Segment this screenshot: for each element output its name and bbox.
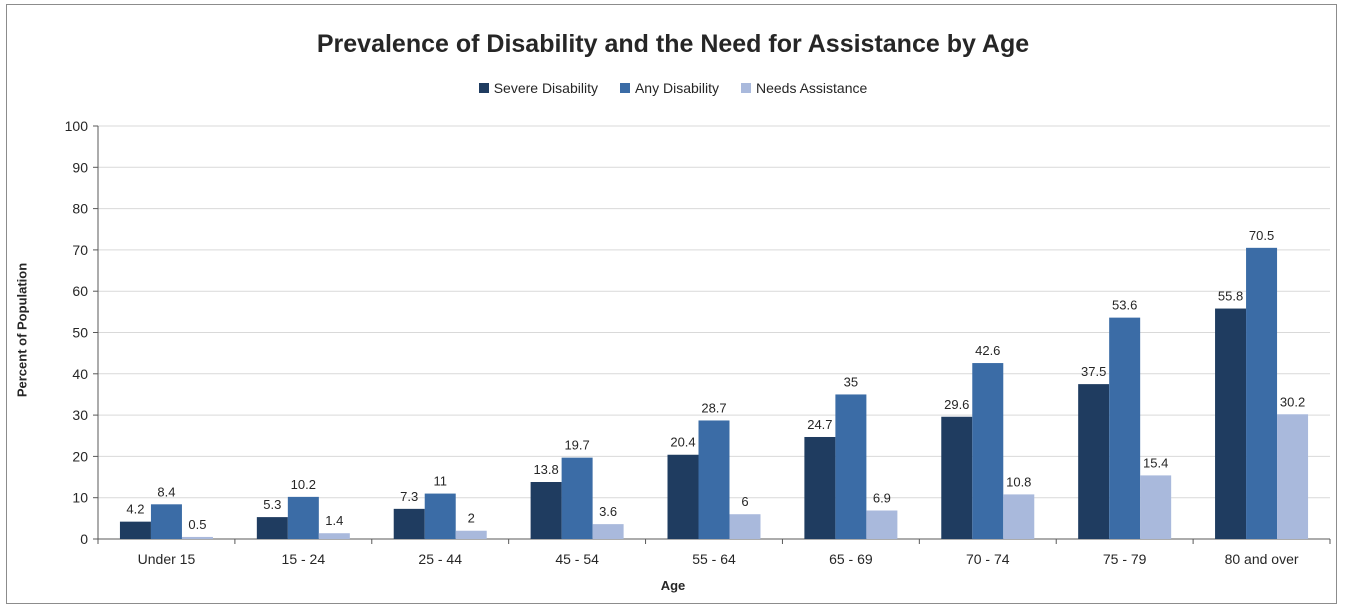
data-label: 4.2 <box>126 502 144 517</box>
bar <box>256 517 288 539</box>
x-axis-title: Age <box>660 578 686 593</box>
bar <box>972 363 1004 539</box>
data-label: 8.4 <box>157 484 175 499</box>
data-label: 6.9 <box>873 491 891 506</box>
bar <box>941 416 973 539</box>
bar <box>424 493 456 539</box>
x-tick-label: 15 - 24 <box>282 551 326 567</box>
data-label: 11 <box>433 474 447 489</box>
bar <box>835 394 867 539</box>
x-tick-label: 55 - 64 <box>692 551 736 567</box>
x-tick-label: 70 - 74 <box>966 551 1010 567</box>
bar <box>866 510 898 539</box>
chart-title: Prevalence of Disability and the Need fo… <box>316 30 1030 58</box>
y-tick-label: 90 <box>72 159 88 175</box>
y-tick-label: 70 <box>72 242 88 258</box>
bar <box>1003 494 1035 539</box>
bar <box>287 496 319 539</box>
data-label: 0.5 <box>188 517 206 532</box>
legend-label-any: Any Disability <box>634 80 719 96</box>
data-label: 1.4 <box>325 513 343 528</box>
bar <box>318 533 350 539</box>
y-tick-label: 50 <box>72 325 88 341</box>
bar <box>698 420 730 539</box>
x-tick-label: 75 - 79 <box>1103 551 1147 567</box>
bar <box>804 436 836 539</box>
data-label: 37.5 <box>1081 364 1106 379</box>
data-label: 20.4 <box>670 435 695 450</box>
data-label: 19.7 <box>564 438 589 453</box>
legend-label-needs: Needs Assistance <box>756 80 868 96</box>
data-label: 15.4 <box>1143 455 1168 470</box>
data-label: 6 <box>741 494 748 509</box>
y-tick-label: 0 <box>80 531 88 547</box>
y-tick-label: 80 <box>72 201 88 217</box>
x-tick-label: 25 - 44 <box>418 551 462 567</box>
legend-item-any: Any Disability <box>619 80 719 96</box>
data-label: 53.6 <box>1112 298 1137 313</box>
y-tick-label: 30 <box>72 407 88 423</box>
bar <box>592 524 624 539</box>
data-label: 3.6 <box>599 504 617 519</box>
data-label: 7.3 <box>400 489 418 504</box>
data-label: 28.7 <box>701 400 726 415</box>
y-tick-label: 20 <box>72 448 88 464</box>
y-tick-label: 100 <box>65 118 89 134</box>
data-label: 13.8 <box>533 462 558 477</box>
data-label: 29.6 <box>944 397 969 412</box>
bar <box>393 508 425 539</box>
bar <box>1109 317 1141 539</box>
legend-item-needs: Needs Assistance <box>741 80 867 96</box>
bar <box>455 530 487 539</box>
data-label: 55.8 <box>1218 289 1243 304</box>
data-label: 42.6 <box>975 343 1000 358</box>
y-axis-title: Percent of Population <box>14 262 30 398</box>
bar <box>667 454 699 539</box>
data-label: 2 <box>468 511 475 526</box>
y-tick-label: 40 <box>72 366 88 382</box>
legend-swatch-severe <box>478 83 489 93</box>
x-tick-label: 65 - 69 <box>829 551 873 567</box>
x-tick-label: Under 15 <box>138 551 196 567</box>
data-label: 24.7 <box>807 417 832 432</box>
bar <box>530 482 562 539</box>
data-label: 10.8 <box>1006 474 1031 489</box>
data-label: 10.2 <box>291 477 316 492</box>
x-tick-label: 45 - 54 <box>555 551 599 567</box>
y-tick-label: 60 <box>72 283 88 299</box>
y-tick-label: 10 <box>72 490 88 506</box>
bar <box>1078 384 1110 539</box>
legend-swatch-any <box>619 83 630 93</box>
bar <box>1215 308 1247 539</box>
bar <box>561 457 593 539</box>
bar <box>181 536 213 539</box>
bar <box>150 504 182 539</box>
bar <box>1246 247 1278 539</box>
legend-item-severe: Severe Disability <box>478 80 598 96</box>
chart-legend: Severe Disability Any Disability Needs A… <box>0 80 1346 96</box>
data-label: 30.2 <box>1280 394 1305 409</box>
bar <box>729 514 761 539</box>
data-label: 35 <box>844 374 858 389</box>
bar <box>119 521 151 539</box>
x-tick-label: 80 and over <box>1225 551 1299 567</box>
data-label: 70.5 <box>1249 228 1274 243</box>
data-label: 5.3 <box>263 497 281 512</box>
legend-swatch-needs <box>741 83 751 93</box>
bar <box>1140 475 1172 539</box>
bar <box>1277 414 1309 539</box>
legend-label-severe: Severe Disability <box>493 80 598 96</box>
